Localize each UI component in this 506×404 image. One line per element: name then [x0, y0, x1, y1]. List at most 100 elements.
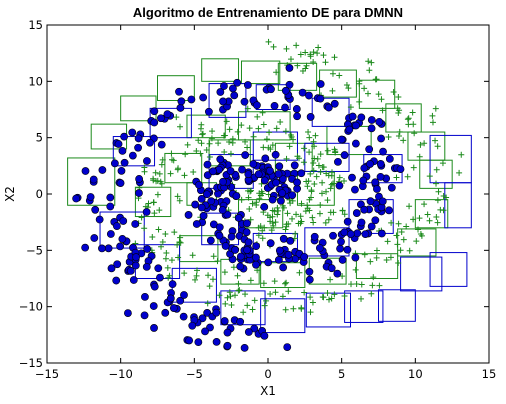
class-1-point	[120, 132, 129, 141]
class-1-point	[343, 217, 352, 226]
class-2-point	[260, 280, 267, 287]
class-1-point	[187, 95, 196, 104]
class-2-point	[432, 137, 439, 144]
class-1-point	[267, 85, 275, 94]
class-2-point	[307, 170, 314, 177]
class-1-point	[281, 103, 289, 112]
class-2-point	[192, 276, 199, 283]
class-1-point	[378, 197, 387, 206]
class-2-point	[300, 159, 307, 166]
class-1-point	[305, 275, 314, 284]
class-2-point	[193, 272, 200, 279]
class-2-point	[310, 167, 317, 174]
class-1-point	[177, 97, 186, 106]
class-2-point	[395, 132, 402, 139]
class-2-point	[289, 215, 296, 222]
class-1-point	[184, 211, 193, 219]
class-2-point	[309, 214, 316, 221]
class-2-point	[229, 135, 236, 142]
class-2-point	[405, 115, 412, 122]
class-2-point	[339, 207, 346, 214]
class-2-point	[398, 229, 405, 236]
class-1-point	[351, 185, 359, 194]
class-2-point	[308, 188, 315, 195]
class-1-point	[81, 243, 90, 252]
class-2-point	[285, 288, 292, 295]
class-2-point	[432, 105, 439, 112]
dendrite-box	[304, 142, 350, 172]
class-1-point	[113, 260, 122, 269]
class-1-point	[377, 134, 385, 143]
class-2-point	[290, 136, 297, 143]
class-1-point	[110, 159, 119, 168]
class-2-point	[400, 137, 407, 144]
class-2-point	[306, 196, 313, 203]
class-2-point	[331, 146, 338, 153]
class-2-point	[260, 144, 267, 151]
class-2-point	[316, 210, 323, 217]
class-1-point	[72, 194, 81, 203]
class-2-point	[304, 202, 311, 209]
class-1-point	[107, 264, 116, 273]
class-2-point	[221, 269, 228, 276]
class-1-point	[231, 246, 239, 254]
class-2-point	[429, 119, 436, 126]
class-1-point	[242, 228, 251, 237]
class-2-point	[366, 67, 373, 74]
class-2-point	[287, 131, 294, 138]
class-2-point	[319, 179, 326, 186]
class-1-point	[286, 237, 295, 245]
class-1-point	[357, 113, 366, 122]
class-1-point	[353, 229, 362, 238]
class-2-point	[206, 283, 213, 290]
class-2-point	[314, 50, 321, 57]
class-2-point	[310, 138, 317, 145]
class-1-point	[124, 309, 132, 317]
class-2-point	[214, 258, 221, 265]
class-2-point	[317, 168, 324, 175]
class-1-point	[116, 242, 125, 251]
class-1-point	[91, 205, 100, 214]
class-2-point	[294, 62, 301, 69]
class-2-point	[331, 54, 338, 61]
class-2-point	[255, 125, 262, 132]
class-1-point	[118, 146, 127, 155]
class-1-point	[337, 135, 346, 144]
class-2-point	[224, 294, 231, 301]
class-2-point	[434, 197, 441, 204]
class-2-point	[283, 45, 290, 52]
class-2-point	[154, 177, 161, 184]
class-2-point	[343, 82, 350, 89]
class-2-point	[235, 287, 242, 294]
class-1-point	[116, 179, 125, 187]
class-2-point	[396, 107, 403, 114]
class-1-point	[338, 256, 347, 264]
class-1-point	[203, 160, 212, 169]
class-1-point	[352, 121, 360, 130]
class-1-point	[373, 185, 381, 193]
class-2-point	[303, 62, 310, 69]
class-1-point	[329, 231, 337, 240]
class-2-point	[310, 58, 317, 65]
class-1-point	[300, 252, 309, 261]
class-2-point	[395, 109, 402, 116]
class-2-point	[403, 223, 410, 230]
class-1-point	[238, 165, 246, 174]
class-1-point	[279, 234, 288, 243]
class-2-point	[322, 59, 329, 66]
class-2-point	[365, 90, 372, 97]
class-2-point	[232, 292, 239, 299]
class-2-point	[247, 216, 254, 223]
class-2-point	[167, 170, 174, 177]
class-1-point	[156, 273, 164, 282]
class-2-point	[199, 131, 206, 138]
class-2-point	[387, 254, 394, 261]
class-2-point	[311, 181, 318, 187]
dendrite-box	[201, 212, 240, 246]
class-2-point	[327, 276, 334, 283]
class-2-point	[230, 264, 237, 271]
class-2-point	[395, 260, 402, 267]
class-2-point	[271, 278, 278, 285]
class-1-point	[305, 267, 314, 276]
class-2-point	[327, 185, 334, 192]
